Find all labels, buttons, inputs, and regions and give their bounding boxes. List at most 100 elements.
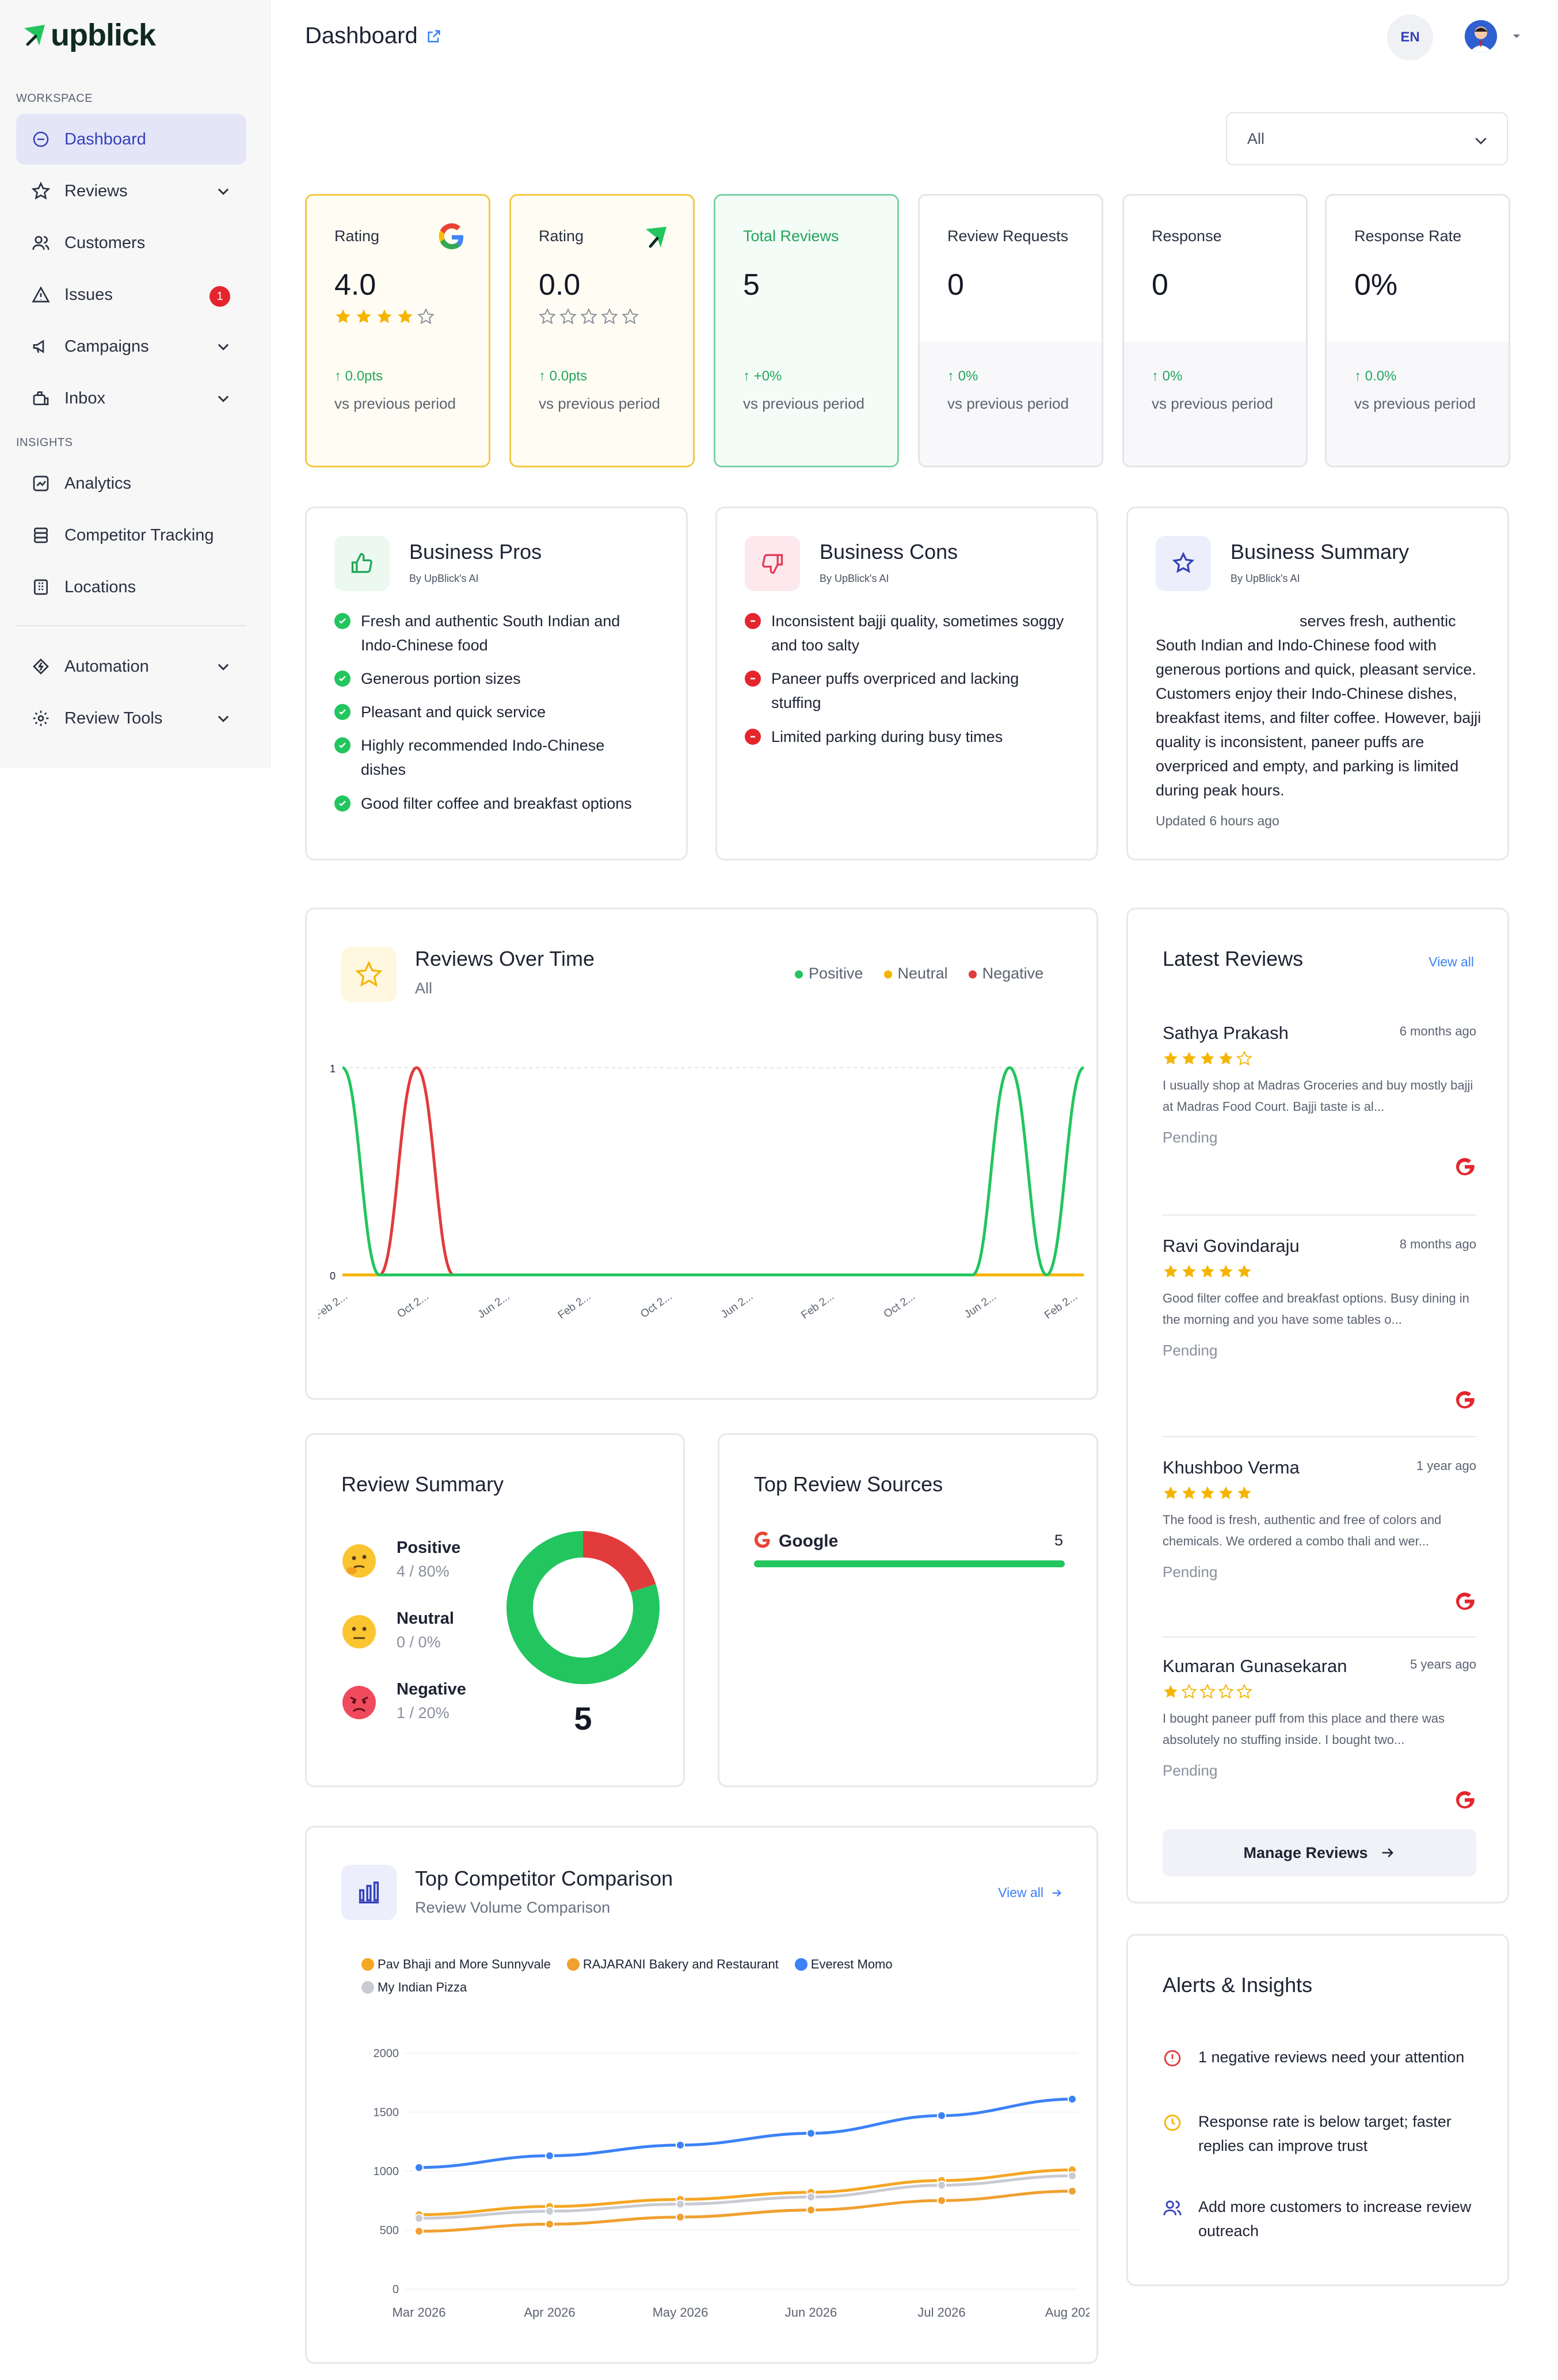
stat-card-review-requests[interactable]: Review Requests 0 ↑ 0% vs previous perio… [918,194,1103,467]
reviewer-name: Khushboo Verma [1163,1457,1300,1477]
review-divider [1163,1214,1476,1216]
x-tick-label: Oct 2... [395,1290,431,1320]
stat-value: 0 [947,268,964,302]
y-tick-label: 0 [330,1270,336,1282]
sidebar-item-locations[interactable]: Locations [16,562,246,612]
legend-label: Neutral [897,965,948,982]
x-tick-label: Jun 2026 [785,2305,837,2320]
chevron-down-icon[interactable] [215,710,231,726]
x-tick-label: Feb 2... [1042,1290,1080,1322]
alert-item[interactable]: Add more customers to increase review ou… [1163,2195,1485,2243]
language-button[interactable]: EN [1387,14,1433,60]
review-item[interactable]: Kumaran Gunasekaran 5 years ago I bought… [1163,1656,1476,1808]
pros-item: Pleasant and quick service [334,700,657,724]
alert-item[interactable]: 1 negative reviews need your attention [1163,2045,1485,2069]
pct-value: 0% [418,1633,441,1651]
series-line [418,2097,1073,2169]
star-icon [31,181,51,201]
star-filled-icon [1182,1052,1196,1065]
stat-delta-value: +0% [753,368,782,384]
avatar[interactable] [1465,20,1497,52]
star-filled-icon [1164,1685,1178,1698]
user-avatar-icon [1465,20,1497,52]
clock-icon [1164,2114,1181,2131]
sidebar-item-analytics[interactable]: Analytics [16,458,246,509]
google-icon [439,223,463,249]
stat-delta-value: 0% [1162,368,1183,384]
filter-select[interactable]: All [1226,112,1508,165]
review-item[interactable]: Ravi Govindaraju 8 months ago Good filte… [1163,1236,1476,1408]
legend-item[interactable]: RAJARANI Bakery and Restaurant [566,1957,779,1972]
sidebar-item-customers[interactable]: Customers [16,218,246,268]
stat-card-upblick-rating[interactable]: Rating 0.0 ↑ 0.0pts vs previous period [509,194,695,467]
sidebar-item-automation[interactable]: Automation [16,641,246,692]
summary-updated: Updated 6 hours ago [1156,813,1279,828]
review-time: 6 months ago [1399,1024,1476,1038]
star-empty-icon [417,308,435,325]
stat-footer [1124,342,1306,466]
chevron-down-icon[interactable] [215,338,231,355]
workspace-section-label: WORKSPACE [16,92,93,105]
google-icon [1456,1791,1475,1808]
legend-item-negative[interactable]: Negative [968,965,1043,983]
analytics-icon [31,474,51,493]
pros-item: Highly recommended Indo-Chinese dishes [334,733,634,782]
avatar-caret-icon[interactable] [1511,32,1522,41]
sidebar-item-label: Customers [64,233,146,252]
sidebar-item-review-tools[interactable]: Review Tools [16,693,246,744]
legend-item[interactable]: Everest Momo [794,1957,893,1972]
y-tick-label: 1 [330,1063,336,1075]
stat-card-total-reviews[interactable]: Total Reviews 5 ↑ +0% vs previous period [714,194,899,467]
star-empty-icon [1236,1050,1252,1066]
external-link-icon[interactable] [426,28,442,44]
alert-item[interactable]: Response rate is below target; faster re… [1163,2109,1485,2158]
data-point [545,2151,554,2161]
reviews-over-time-chart[interactable]: 0 1 Feb 2... Oct 2... Jun 2... Feb 2... Oct 2.… [318,1048,1090,1393]
google-icon [754,1532,770,1548]
stat-card-google-rating[interactable]: Rating 4.0 ↑ 0.0pts vs previous period [305,194,490,467]
manage-reviews-button[interactable]: Manage Reviews [1163,1829,1476,1876]
legend-item[interactable]: My Indian Pizza [361,1980,1023,1995]
review-summary-donut-chart[interactable] [502,1527,664,1688]
stat-card-response[interactable]: Response 0 ↑ 0% vs previous period [1122,194,1308,467]
chevron-down-icon[interactable] [215,658,231,675]
sidebar-item-competitor-tracking[interactable]: Competitor Tracking [16,510,246,561]
sidebar-item-campaigns[interactable]: Campaigns [16,321,246,372]
cons-item-text: Paneer puffs overpriced and lacking stuf… [771,670,1019,711]
card-title: Business Cons [820,540,958,563]
review-total: 5 [574,1700,592,1737]
legend-item[interactable]: Pav Bhaji and More Sunnyvale [361,1957,551,1972]
chevron-down-icon[interactable] [215,390,231,406]
legend-item-neutral[interactable]: Neutral [883,965,948,983]
upblick-logo-icon [24,25,45,46]
data-point [676,2140,685,2150]
competitor-view-all-link[interactable]: View all [998,1885,1063,1901]
sidebar-item-label: Campaigns [64,337,149,356]
stat-delta: ↑ 0.0pts [334,368,383,384]
upblick-logo[interactable]: upblick [22,17,156,53]
stat-card-response-rate[interactable]: Response Rate 0% ↑ 0.0% vs previous peri… [1325,194,1510,467]
competitor-comparison-chart[interactable]: 0 500 1000 1500 2000 Mar 2026 Apr 2026 May 2026… [318,2023,1090,2357]
competitor-legend: Pav Bhaji and More Sunnyvale RAJARANI Ba… [361,1957,1023,1995]
sidebar-item-label: Review Tools [64,709,163,728]
cons-item: Inconsistent bajji quality, sometimes so… [745,609,1079,657]
sidebar-item-dashboard[interactable]: Dashboard [16,114,246,165]
view-all-link[interactable]: View all [1429,954,1474,969]
star-filled-icon [336,309,351,323]
sidebar-item-issues[interactable]: Issues 1 [16,269,246,320]
sidebar-divider [16,625,246,626]
sidebar-item-inbox[interactable]: Inbox [16,373,246,424]
legend-dot [794,1958,807,1971]
legend-item-positive[interactable]: Positive [795,965,863,983]
review-item[interactable]: Sathya Prakash 6 months ago I usually sh… [1163,1023,1476,1175]
review-item[interactable]: Khushboo Verma 1 year ago The food is fr… [1163,1457,1476,1610]
sidebar-item-reviews[interactable]: Reviews [16,166,246,216]
building-icon [31,577,51,597]
check-icon [334,613,351,629]
series-line [418,2189,1073,2233]
x-tick-label: Oct 2... [882,1290,917,1320]
stat-footer [1327,342,1509,466]
star-empty-icon [1236,1684,1252,1699]
data-point [1068,2094,1077,2104]
chevron-down-icon[interactable] [215,183,231,199]
